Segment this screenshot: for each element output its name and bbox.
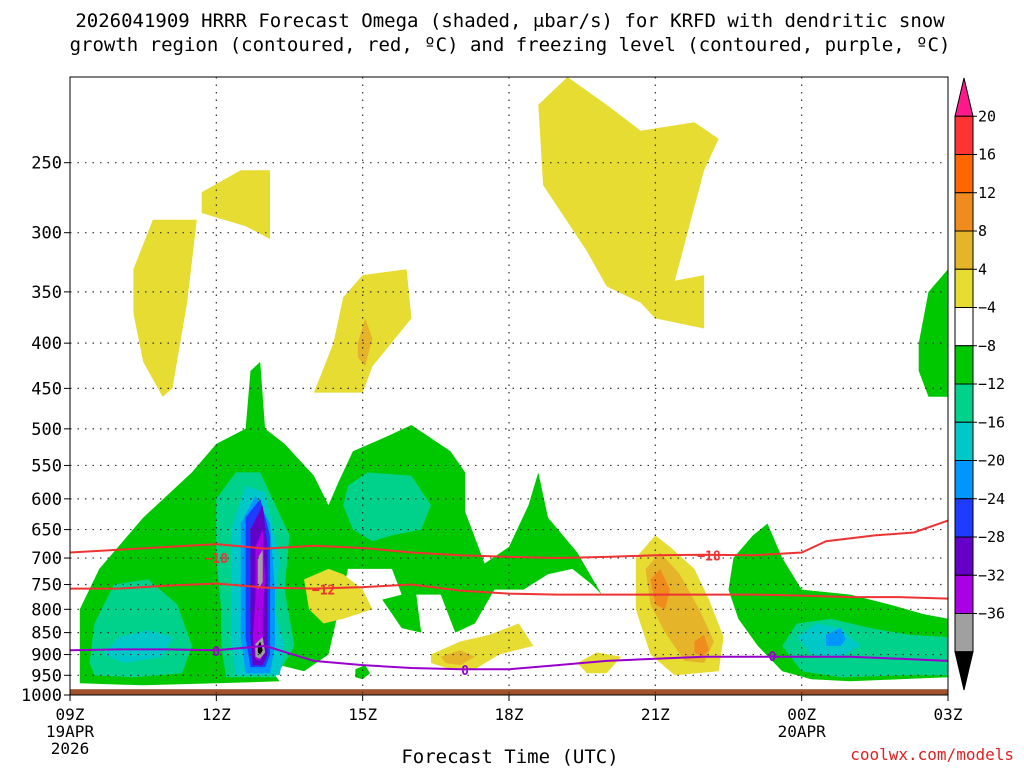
x-tick-year-0: 2026 — [51, 739, 90, 758]
colorbar-label-9: −20 — [978, 452, 1005, 470]
colorbar-cap-top — [954, 77, 974, 117]
omega-region-5 — [538, 77, 719, 329]
colorbar-label-7: −12 — [978, 375, 1005, 393]
colorbar-label-4: 4 — [978, 260, 987, 278]
colorbar-swatch-3 — [954, 192, 974, 232]
colorbar: 20 16 12 8 4 −4 −8 −12 −16 −20 −24 −28 −32 −36 — [954, 77, 1005, 691]
y-tick-label-1000: 1000 — [21, 686, 62, 706]
dgz-contour-label-1: −18 — [205, 552, 229, 567]
freezing-contour-line-1 — [69, 644, 949, 671]
colorbar-label-12: −32 — [978, 566, 1005, 584]
colorbar-label-8: −16 — [978, 413, 1005, 431]
colorbar-swatch-1 — [954, 115, 974, 155]
x-tick-label-5: 00Z — [787, 705, 816, 724]
colorbar-label-3: 8 — [978, 222, 987, 240]
y-tick-label-900: 900 — [31, 646, 62, 666]
colorbar-swatch-4 — [954, 230, 974, 270]
colorbar-swatch-5 — [954, 268, 974, 308]
x-tick-label-3: 18Z — [495, 705, 524, 724]
y-tick-label-450: 450 — [31, 379, 62, 399]
source-credit: coolwx.com/models — [850, 745, 1014, 764]
y-tick-label-950: 950 — [31, 666, 62, 686]
colorbar-swatch-6 — [954, 307, 974, 347]
y-tick-label-500: 500 — [31, 420, 62, 440]
x-tick-label-0: 09Z — [56, 705, 85, 724]
colorbar-cap-bottom — [954, 651, 974, 691]
y-tick-label-750: 750 — [31, 576, 62, 596]
y-tick-label-600: 600 — [31, 490, 62, 510]
colorbar-swatch-12 — [954, 536, 974, 576]
omega-region-27 — [650, 568, 670, 610]
y-tick-label-800: 800 — [31, 600, 62, 620]
x-tick-label-1: 12Z — [202, 705, 231, 724]
x-tick-label-4: 21Z — [641, 705, 670, 724]
colorbar-swatch-8 — [954, 383, 974, 423]
x-tick-date-5: 20APR — [778, 722, 827, 741]
omega-region-7 — [343, 472, 431, 542]
dgz-contour-line-2 — [70, 582, 949, 600]
omega-shading — [79, 77, 948, 686]
chart-title-line2: growth region (contoured, red, ºC) and f… — [70, 34, 951, 56]
omega-region-28 — [694, 634, 709, 657]
x-tick-label-6: 03Z — [934, 705, 963, 724]
colorbar-swatch-14 — [954, 613, 974, 653]
omega-region-30 — [440, 650, 475, 666]
dgz-contour-label-2: −12 — [312, 584, 335, 599]
colorbar-swatch-2 — [954, 154, 974, 194]
omega-region-31 — [577, 652, 622, 674]
x-tick-label-2: 15Z — [348, 705, 377, 724]
omega-region-16 — [257, 549, 263, 590]
chart-title-line1: 2026041909 HRRR Forecast Omega (shaded, … — [75, 10, 945, 32]
dgz-contour-extra-label-1: −18 — [697, 549, 721, 564]
freezing-contour-label-1: 0 — [212, 645, 220, 660]
x-axis-label: Forecast Time (UTC) — [401, 746, 618, 768]
omega-region-23 — [918, 269, 948, 414]
colorbar-label-1: 16 — [978, 146, 996, 164]
omega-region-18 — [257, 641, 263, 655]
freezing-contour-extra-label-1: 0 — [461, 664, 469, 679]
omega-region-1 — [133, 219, 197, 397]
temperature-contours: −18 −12 0 −18 0 0 — [69, 519, 949, 679]
pressure-axis: 2503003504004505005506006507007508008509… — [21, 154, 70, 706]
grid-lines — [70, 77, 948, 695]
y-tick-label-550: 550 — [31, 456, 62, 476]
colorbar-label-11: −28 — [978, 528, 1005, 546]
y-tick-label-850: 850 — [31, 624, 62, 644]
y-tick-label-350: 350 — [31, 283, 62, 303]
colorbar-swatch-9 — [954, 421, 974, 461]
y-tick-label-700: 700 — [31, 549, 62, 569]
omega-region-6 — [79, 361, 602, 686]
colorbar-label-2: 12 — [978, 184, 996, 202]
colorbar-label-0: 20 — [978, 107, 996, 125]
colorbar-swatch-13 — [954, 574, 974, 614]
x-tick-date-0: 19APR — [46, 722, 95, 741]
colorbar-label-13: −36 — [978, 605, 1005, 623]
omega-region-32 — [355, 665, 370, 680]
freezing-contour-extra-label-2: 0 — [768, 650, 776, 665]
y-tick-label-250: 250 — [31, 154, 62, 174]
omega-region-9 — [104, 630, 173, 663]
y-tick-label-300: 300 — [31, 224, 62, 244]
omega-region-4 — [357, 318, 373, 367]
y-tick-label-650: 650 — [31, 521, 62, 541]
omega-region-22 — [826, 628, 846, 646]
omega-region-2 — [201, 170, 270, 239]
colorbar-swatch-10 — [954, 460, 974, 500]
colorbar-label-10: −24 — [978, 490, 1005, 508]
colorbar-swatch-11 — [954, 498, 974, 538]
y-tick-label-400: 400 — [31, 334, 62, 354]
colorbar-label-6: −8 — [978, 337, 996, 355]
dgz-contour-line-1 — [69, 519, 949, 560]
colorbar-label-5: −4 — [978, 299, 996, 317]
colorbar-swatch-7 — [954, 345, 974, 385]
